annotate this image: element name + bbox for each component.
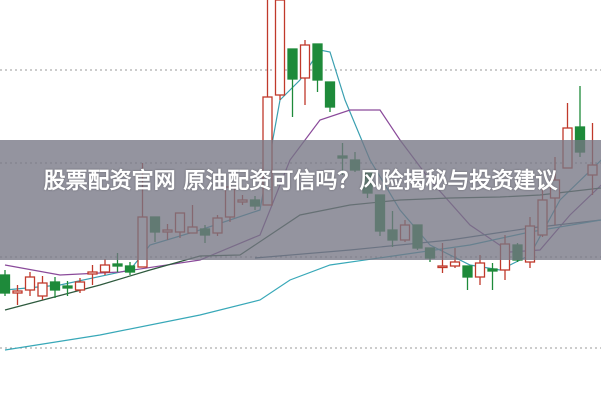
candle-down [49,281,61,291]
candle-up [99,264,111,273]
candle-up [449,261,461,267]
candle-down [112,263,123,267]
candle-down [487,268,498,272]
candle-down [124,265,136,273]
candle-up [474,262,486,278]
candle-down [0,274,11,294]
candle-up [437,265,448,269]
candle-down [287,48,298,80]
candle-up [274,0,286,96]
candle-up [12,290,23,294]
candle-up [37,282,48,297]
candle-up [24,276,36,291]
candle-down [62,285,73,289]
candle-up [299,44,311,79]
candle-down [462,265,473,278]
candle-down [312,43,323,81]
candle-down [324,81,336,108]
candle-up [87,271,98,275]
overlay-title: 股票配资官网 原油配资可信吗？风险揭秘与投资建议 [43,169,558,194]
title-banner [0,140,601,260]
candle-up [74,281,86,291]
